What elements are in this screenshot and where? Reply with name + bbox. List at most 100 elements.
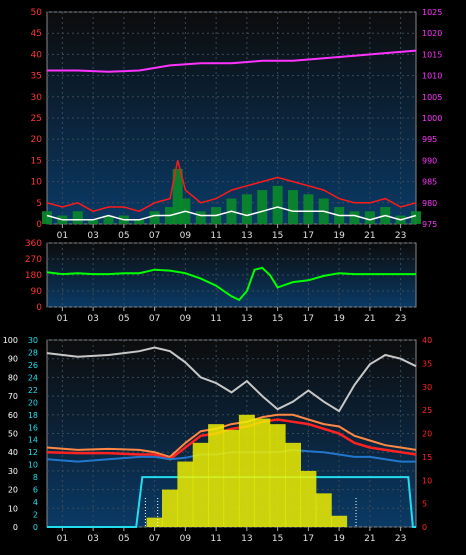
- panel1-y2label-8: 1015: [422, 50, 442, 59]
- panel3-solar-bar-6: [223, 429, 240, 527]
- panel1-gust-bar-14: [241, 194, 252, 224]
- panel3-yrain-12: 24: [28, 373, 38, 382]
- panel3-yrain-3: 6: [33, 486, 38, 495]
- panel3-yhum-2: 20: [8, 486, 18, 495]
- panel2-ylabel-0: 0: [36, 303, 42, 313]
- panel1-y2label-2: 985: [422, 178, 437, 187]
- panel1-gust-bar-25: [411, 211, 421, 224]
- panel1-gust-bar-11: [195, 211, 206, 224]
- panel1-xlabel-7: 15: [272, 231, 283, 241]
- panel3-yrain-10: 20: [28, 398, 38, 407]
- panel3-ytemp-0: 0: [422, 523, 427, 532]
- panel3-solar-bar-13: [331, 515, 348, 527]
- panel1-gust-bar-4: [103, 215, 114, 224]
- panel1-ylabel-7: 35: [31, 72, 42, 82]
- panel2-xlabel-9: 19: [333, 314, 345, 324]
- panel2-ylabel-2: 180: [25, 271, 42, 281]
- panel3-yhum-4: 40: [8, 448, 18, 457]
- panel3-solar-bar-3: [177, 461, 194, 527]
- panel1-xlabel-1: 03: [87, 231, 98, 241]
- panel1-gust-bar-17: [288, 190, 298, 224]
- panel3-yrain-7: 14: [28, 436, 38, 445]
- panel1-xlabel-6: 13: [241, 231, 252, 241]
- panel1-gust-bar-21: [349, 211, 360, 224]
- panel3-yrain-5: 10: [28, 461, 38, 470]
- panel1-ylabel-10: 50: [31, 8, 43, 18]
- panel2-ylabel-1: 90: [31, 287, 43, 297]
- panel1-ylabel-4: 20: [31, 135, 43, 145]
- panel1-xlabel-9: 19: [333, 231, 345, 241]
- panel3-series-0: [46, 346, 417, 413]
- panel1-gust-bar-9: [172, 168, 183, 224]
- panel2-xlabel-10: 21: [364, 314, 375, 324]
- panel3-yhum-0: 0: [13, 523, 18, 532]
- panel1-xlabel-11: 23: [395, 231, 406, 241]
- panel3-yrain-2: 4: [33, 498, 38, 507]
- panel1-xlabel-4: 09: [180, 231, 192, 241]
- panel3-yrain-1: 2: [33, 511, 38, 520]
- panel1-gust-bar-7: [149, 211, 160, 224]
- panel1-gust-bar-22: [364, 211, 375, 224]
- panel1-gust-bar-0: [42, 211, 52, 224]
- panel3-yhum-5: 50: [8, 430, 18, 439]
- panel2-xlabel-11: 23: [395, 314, 406, 324]
- panel3-solar-bar-2: [162, 489, 178, 527]
- panel1-gust-bar-16: [272, 185, 283, 224]
- panel3-yrain-0: 0: [33, 523, 38, 532]
- panel3-yhum-8: 80: [8, 373, 18, 382]
- panel3-yrain-9: 18: [28, 411, 38, 420]
- panel2-xlabel-0: 01: [57, 314, 68, 324]
- panel2-xlabel-7: 15: [272, 314, 283, 324]
- panel2-ylabel-3: 270: [25, 255, 42, 265]
- panel3-xlabel-3: 07: [149, 534, 160, 544]
- panel3-ytemp-1: 5: [422, 500, 427, 509]
- panel3-xlabel-11: 23: [395, 534, 406, 544]
- panel3-xlabel-0: 01: [57, 534, 68, 544]
- panel1-series-1: [46, 160, 417, 213]
- panel1-y2label-0: 975: [422, 220, 437, 229]
- panel3-yhum-9: 90: [8, 355, 18, 364]
- panel3-solar-bar-12: [315, 493, 332, 527]
- panel1-xlabel-8: 17: [303, 231, 314, 241]
- panel3-ytemp-2: 10: [422, 476, 432, 485]
- panel1-y2label-3: 990: [422, 156, 437, 165]
- panel3-xlabel-5: 11: [210, 534, 221, 544]
- panel1-series-2: [46, 206, 417, 221]
- panel3-yhum-3: 30: [8, 467, 18, 476]
- panel1-xlabel-0: 01: [57, 231, 68, 241]
- panel3-ytemp-3: 15: [422, 453, 432, 462]
- panel3-yrain-11: 22: [28, 386, 38, 395]
- panel3-yrain-14: 28: [28, 348, 38, 357]
- panel3-yrain-15: 30: [28, 336, 38, 345]
- panel1-gust-bar-18: [303, 194, 314, 224]
- panel3-yhum-1: 10: [8, 504, 18, 513]
- panel1-ylabel-3: 15: [31, 156, 42, 166]
- panel2-xlabel-8: 17: [303, 314, 314, 324]
- panel1-xlabel-10: 21: [364, 231, 375, 241]
- panel3-xlabel-9: 19: [333, 534, 345, 544]
- panel3-xlabel-4: 09: [180, 534, 192, 544]
- panel1-gust-bar-6: [134, 219, 145, 224]
- panel1-y2label-7: 1010: [422, 72, 442, 81]
- panel3-ytemp-5: 25: [422, 406, 432, 415]
- panel3-xlabel-10: 21: [364, 534, 375, 544]
- panel3-ytemp-7: 35: [422, 359, 432, 368]
- panel3-yrain-8: 16: [28, 423, 38, 432]
- panel3-yrain-4: 8: [33, 473, 38, 482]
- panel3-solar-bar-5: [208, 424, 225, 527]
- panel3-yhum-10: 100: [3, 336, 18, 345]
- panel1-y2label-5: 1000: [422, 114, 442, 123]
- panel1-gust-bar-15: [257, 190, 268, 224]
- panel1-y2label-4: 995: [422, 135, 437, 144]
- panel3-xlabel-8: 17: [303, 534, 314, 544]
- panel1-xlabel-2: 05: [118, 231, 129, 241]
- panel1-xlabel-5: 11: [210, 231, 221, 241]
- panel2-xlabel-2: 05: [118, 314, 129, 324]
- panel1-ylabel-6: 30: [31, 93, 43, 103]
- panel3-ytemp-6: 30: [422, 383, 432, 392]
- panel2-xlabel-6: 13: [241, 314, 252, 324]
- panel1-ylabel-5: 25: [31, 114, 42, 124]
- panel1-ylabel-9: 45: [31, 29, 42, 39]
- panel1-ylabel-8: 40: [31, 50, 43, 60]
